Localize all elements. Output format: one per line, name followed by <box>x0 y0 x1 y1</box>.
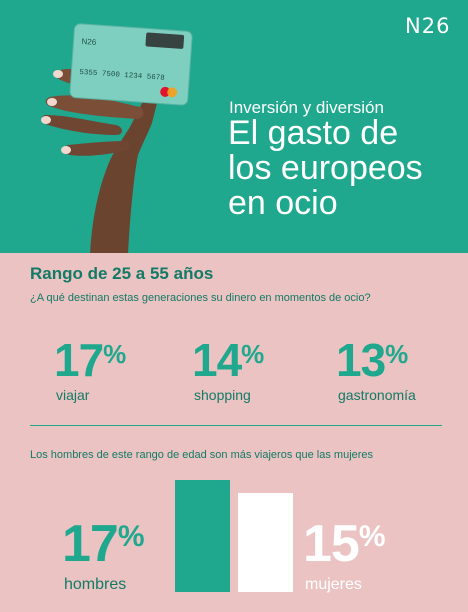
hero-title-line-1: El gasto de <box>228 114 399 152</box>
comparison-title: Los hombres de este rango de edad son má… <box>30 449 374 461</box>
stat-unit: % <box>385 339 409 369</box>
bar-women <box>238 493 293 592</box>
section-question: ¿A qué destinan estas generaciones su di… <box>30 292 371 304</box>
stat-label: hombres <box>64 576 127 593</box>
stat-gastronomia: 13% gastronomía <box>336 337 416 403</box>
stat-viajar: 17% viajar <box>54 337 126 403</box>
stat-unit: % <box>103 339 127 369</box>
stat-shopping: 14% shopping <box>192 337 264 403</box>
stat-value: 17 <box>62 515 119 573</box>
hero-title-line-3: en ocio <box>228 184 338 222</box>
hero-subtitle: Inversión y diversión <box>229 98 384 117</box>
section-title: Rango de 25 a 55 años <box>30 264 214 283</box>
stat-label: mujeres <box>305 576 362 593</box>
stat-value: 17 <box>54 334 104 386</box>
stat-label: shopping <box>194 387 251 403</box>
stat-label: gastronomía <box>338 387 416 403</box>
stat-value: 13 <box>336 334 386 386</box>
stat-unit: % <box>117 520 145 553</box>
stat-unit: % <box>241 339 265 369</box>
divider <box>30 425 442 426</box>
stat-value: 15 <box>303 515 360 573</box>
stat-value: 14 <box>192 334 242 386</box>
hand-holding-card-illustration: N26 5355 7500 1234 5678 <box>41 23 193 253</box>
stat-men: 17% hombres <box>62 515 145 593</box>
stat-unit: % <box>358 520 386 553</box>
stat-label: viajar <box>56 387 90 403</box>
hero-banner: N26 5355 7500 1234 5678 N26 Inversión y … <box>0 0 468 253</box>
logo-text: N26 <box>405 14 451 38</box>
hero-title: El gasto de los europeos en ocio <box>228 116 423 221</box>
card-brand-text: N26 <box>81 37 97 47</box>
stat-women: 15% mujeres <box>303 515 386 593</box>
hero-title-line-2: los europeos <box>228 149 423 187</box>
stats-panel <box>0 253 468 612</box>
bar-men <box>175 480 230 592</box>
n26-logo: N26 <box>405 14 450 38</box>
